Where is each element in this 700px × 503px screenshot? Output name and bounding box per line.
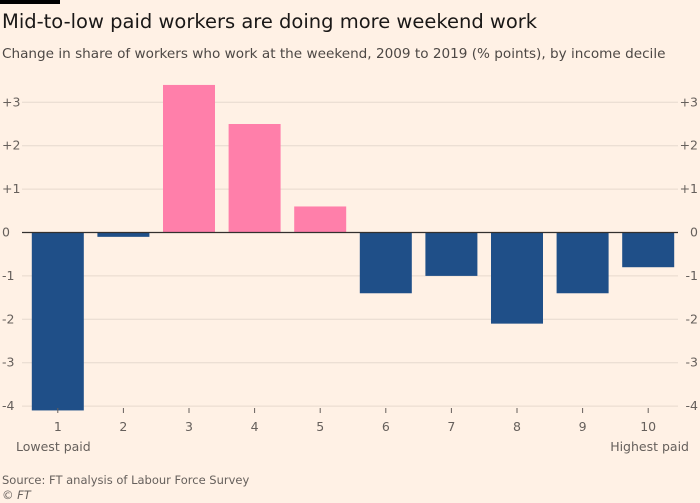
bar-decile-2 xyxy=(97,232,150,237)
y-tick-label-left: -2 xyxy=(2,311,14,326)
chart-title: Mid-to-low paid workers are doing more w… xyxy=(2,10,538,33)
y-tick-label-left: -3 xyxy=(2,355,14,370)
bar-decile-9 xyxy=(556,232,609,294)
x-tick-label: 9 xyxy=(579,419,587,434)
bar-decile-3 xyxy=(163,84,215,233)
x-tick-label: 8 xyxy=(513,419,521,434)
source-note: Source: FT analysis of Labour Force Surv… xyxy=(2,473,250,487)
bar-decile-6 xyxy=(359,232,412,294)
y-tick-label-left: -4 xyxy=(2,398,15,413)
y-tick-label-left: -1 xyxy=(2,268,14,283)
y-tick-label-right: -3 xyxy=(686,355,698,370)
x-tick-label: 10 xyxy=(640,419,656,434)
y-tick-label-left: +2 xyxy=(2,138,20,153)
y-tick-label-left: 0 xyxy=(2,225,10,240)
y-tick-label-left: +3 xyxy=(2,94,20,109)
bar-decile-10 xyxy=(622,232,675,268)
bar-decile-1 xyxy=(31,232,84,411)
x-tick-label: 5 xyxy=(316,419,324,434)
y-tick-label-right: +3 xyxy=(680,94,698,109)
y-tick-label-right: +2 xyxy=(680,138,698,153)
y-tick-label-right: +1 xyxy=(680,181,698,196)
x-tick-label: 7 xyxy=(447,419,455,434)
y-tick-label-left: +1 xyxy=(2,181,20,196)
bar-decile-8 xyxy=(491,232,543,324)
chart-subtitle: Change in share of workers who work at t… xyxy=(2,46,666,62)
y-tick-label-right: 0 xyxy=(690,225,698,240)
x-tick-label: 3 xyxy=(185,419,193,434)
bar-decile-7 xyxy=(425,232,478,276)
x-tick-label: 4 xyxy=(251,419,259,434)
brand-bar xyxy=(0,0,60,4)
x-tick-label: 6 xyxy=(382,419,390,434)
x-tick-label: 1 xyxy=(54,419,62,434)
y-tick-label-right: -4 xyxy=(686,398,699,413)
x-tick-label: 2 xyxy=(119,419,127,434)
y-tick-label-right: -2 xyxy=(686,311,698,326)
y-tick-label-right: -1 xyxy=(686,268,698,283)
bar-decile-5 xyxy=(294,206,347,233)
highest-paid-label: Highest paid xyxy=(610,439,689,454)
bar-decile-4 xyxy=(228,124,281,233)
lowest-paid-label: Lowest paid xyxy=(16,439,91,454)
copyright-note: © FT xyxy=(2,488,31,502)
